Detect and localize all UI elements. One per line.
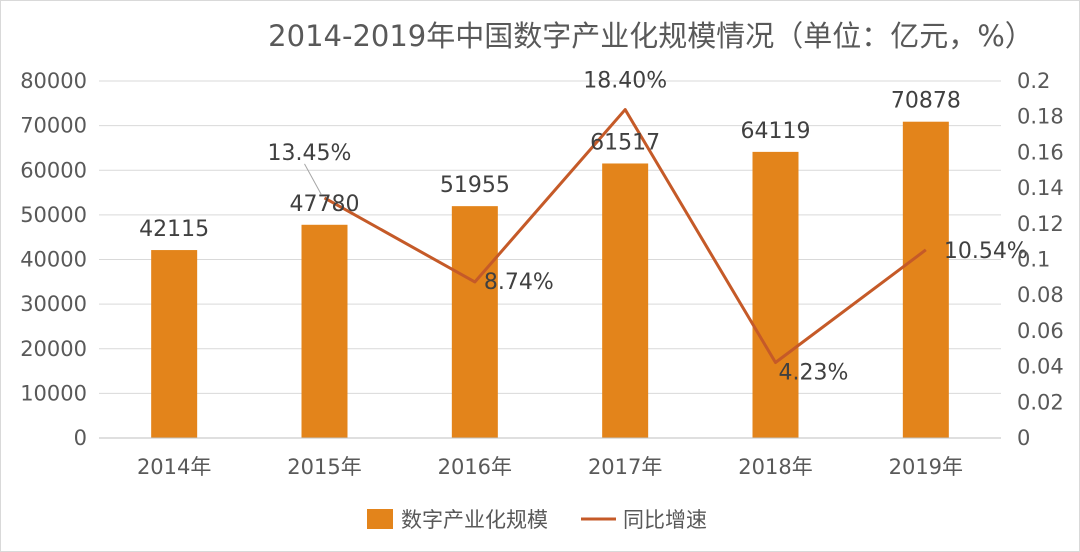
left-tick-label: 0 [74,426,87,450]
legend-bar-swatch [367,509,393,529]
left-tick-label: 10000 [20,381,87,405]
left-tick-label: 50000 [20,203,87,227]
right-tick-label: 0.18 [1017,105,1064,129]
growth-value-label: 8.74% [484,270,554,295]
left-tick-label: 40000 [20,248,87,272]
growth-value-label: 13.45% [268,141,352,166]
growth-line-path [323,108,927,364]
bar [301,224,348,438]
x-tick-label: 2017年 [588,455,662,479]
bar [451,206,498,438]
x-axis: 2014年 2015年 2016年 2017年 2018年 2019年 [99,437,1001,479]
right-tick-label: 0.2 [1017,69,1050,93]
left-tick-label: 60000 [20,158,87,182]
bar [151,250,198,438]
x-tick-label: 2014年 [137,455,211,479]
x-tick-label: 2016年 [438,455,512,479]
growth-line [323,108,927,364]
right-tick-label: 0.14 [1017,176,1064,200]
bar-value-label: 64119 [741,119,811,144]
legend-bar-label: 数字产业化规模 [401,508,548,532]
growth-value-label: 4.23% [779,360,849,385]
bar-data-labels: 42115 47780 51955 61517 64119 70878 [139,89,961,242]
legend: 数字产业化规模 同比增速 [367,508,707,532]
x-tick-label: 2018年 [738,455,812,479]
right-tick-label: 0.08 [1017,283,1064,307]
left-tick-label: 70000 [20,114,87,138]
bars [151,121,949,439]
right-tick-label: 0.16 [1017,140,1064,164]
bar-value-label: 61517 [590,130,660,155]
growth-value-label: 18.40% [583,69,667,94]
label-leader-line [304,163,322,196]
x-tick-label: 2015年 [287,455,361,479]
left-tick-label: 30000 [20,292,87,316]
right-tick-label: 0.12 [1017,212,1064,236]
right-tick-label: 0.1 [1017,248,1050,272]
right-tick-label: 0 [1017,426,1030,450]
line-data-labels: 13.45% 8.74% 18.40% 4.23% 10.54% [268,69,1028,386]
bar-value-label: 42115 [139,217,209,242]
bar-value-label: 47780 [290,192,360,217]
legend-line-label: 同比增速 [623,508,707,532]
right-axis: 0 0.02 0.04 0.06 0.08 0.1 0.12 0.14 0.16 0.18 0.2 [1017,69,1064,450]
bar [752,151,799,438]
bar [602,163,649,438]
left-axis: 0 10000 20000 30000 40000 50000 60000 70000 8000… [20,69,87,450]
right-tick-label: 0.02 [1017,390,1064,414]
right-tick-label: 0.04 [1017,355,1064,379]
growth-value-label: 10.54% [944,239,1028,264]
x-tick-label: 2019年 [889,455,963,479]
bar-value-label: 51955 [440,173,510,198]
right-tick-label: 0.06 [1017,319,1064,343]
chart-title: 2014-2019年中国数字产业化规模情况（单位：亿元，%） [268,19,1034,53]
bar-value-label: 70878 [891,89,961,114]
left-tick-label: 80000 [20,69,87,93]
left-tick-label: 20000 [20,337,87,361]
bar [902,121,949,439]
gridlines [99,80,1001,439]
